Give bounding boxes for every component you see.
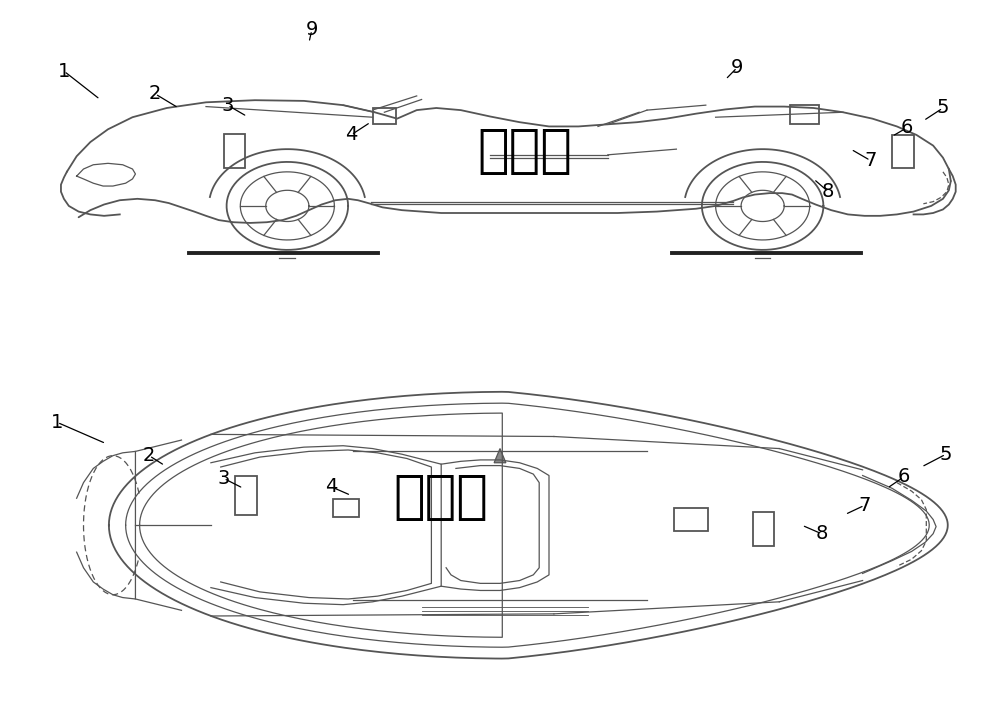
Text: 4: 4 <box>325 477 338 497</box>
Bar <box>333 499 359 517</box>
Text: 启动后: 启动后 <box>477 125 572 177</box>
Polygon shape <box>494 449 506 463</box>
Bar <box>674 508 708 531</box>
Text: 9: 9 <box>731 58 743 77</box>
Text: 1: 1 <box>58 62 70 80</box>
Text: 1: 1 <box>51 413 63 432</box>
Text: 3: 3 <box>221 96 234 114</box>
Bar <box>753 513 774 547</box>
Text: 7: 7 <box>858 496 871 515</box>
Bar <box>790 105 819 124</box>
Text: 5: 5 <box>937 98 949 117</box>
Text: 6: 6 <box>901 118 913 138</box>
Text: 8: 8 <box>822 182 834 201</box>
Text: 2: 2 <box>143 446 155 465</box>
Bar <box>892 135 914 167</box>
Text: 启动后: 启动后 <box>394 471 489 523</box>
Text: 2: 2 <box>149 84 161 104</box>
Bar <box>224 133 245 167</box>
Bar <box>373 108 396 124</box>
Text: 6: 6 <box>898 468 910 487</box>
Text: 5: 5 <box>940 445 952 464</box>
Text: 3: 3 <box>217 469 230 488</box>
Text: 8: 8 <box>815 524 828 543</box>
Text: 4: 4 <box>345 125 357 145</box>
Text: 7: 7 <box>864 151 877 170</box>
Text: 9: 9 <box>306 20 318 39</box>
Bar <box>235 476 257 515</box>
